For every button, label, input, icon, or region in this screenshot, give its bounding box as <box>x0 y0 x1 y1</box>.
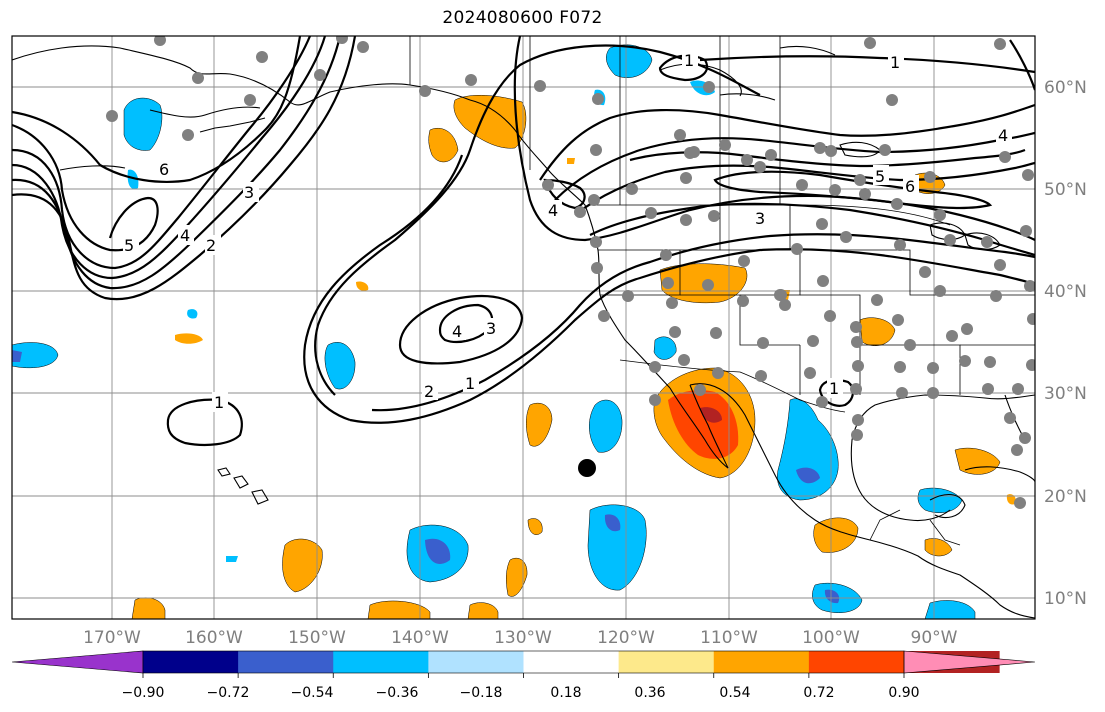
contour-label: 4 <box>998 126 1008 145</box>
colorbar-label: −0.54 <box>291 685 334 701</box>
contour-label: 3 <box>755 209 765 228</box>
lat-tick: 60°N <box>1044 78 1087 98</box>
lon-tick: 90°W <box>911 628 958 648</box>
colorbar-segment <box>333 651 429 673</box>
contour-label-group: 1 2 3 4 5 6 1 2 3 4 1 3 4 5 <box>123 50 1012 412</box>
contour-label: 1 <box>829 379 839 398</box>
contour-label: 6 <box>905 177 915 196</box>
contour-label: 1 <box>214 393 224 412</box>
latitude-ticks: 60°N 50°N 40°N 30°N 20°N 10°N <box>1044 78 1087 609</box>
colorbar <box>11 650 1036 678</box>
colorbar-segment <box>713 651 810 673</box>
lon-tick: 120°W <box>597 628 655 648</box>
contour-label: 1 <box>890 53 900 72</box>
contour-label: 5 <box>124 236 134 255</box>
lon-tick: 140°W <box>391 628 449 648</box>
colorbar-labels: −0.90 −0.72 −0.54 −0.36 −0.18 0.18 0.36 … <box>122 685 920 701</box>
lon-tick: 110°W <box>700 628 758 648</box>
colorbar-segment <box>523 651 620 673</box>
lon-tick: 150°W <box>288 628 346 648</box>
contour-label: 6 <box>159 160 169 179</box>
lon-tick: 170°W <box>83 628 141 648</box>
map-frame <box>11 35 1036 620</box>
colorbar-segment <box>618 651 715 673</box>
contour-label: 4 <box>180 226 190 245</box>
colorbar-segment <box>808 651 905 673</box>
map-title: 2024080600 F072 <box>442 8 603 28</box>
colorbar-label: 0.90 <box>888 685 919 701</box>
lat-tick: 20°N <box>1044 487 1087 507</box>
contour-label: 3 <box>486 319 496 338</box>
contour-label: 5 <box>875 167 885 186</box>
colorbar-label: 0.54 <box>719 685 750 701</box>
lat-tick: 40°N <box>1044 282 1087 302</box>
colorbar-label: 0.18 <box>550 685 581 701</box>
longitude-ticks: 170°W 160°W 150°W 140°W 130°W 120°W 110°… <box>83 628 958 648</box>
colorbar-label: 0.36 <box>634 685 665 701</box>
station-markers <box>106 36 1035 509</box>
lat-tick: 10°N <box>1044 589 1087 609</box>
contour-label: 4 <box>452 322 462 341</box>
contour-label: 2 <box>206 236 216 255</box>
contour-label: 1 <box>684 51 694 70</box>
graticule <box>12 36 1035 619</box>
colorbar-extend-low <box>11 650 144 674</box>
marker-dot <box>578 459 596 477</box>
contour-lines <box>12 36 1035 446</box>
colorbar-label: −0.72 <box>207 685 250 701</box>
lon-tick: 100°W <box>802 628 860 648</box>
lon-tick: 160°W <box>185 628 243 648</box>
contour-label: 3 <box>244 183 254 202</box>
lat-tick: 30°N <box>1044 384 1087 404</box>
colorbar-segment <box>143 651 239 673</box>
contour-label: 4 <box>548 201 558 220</box>
lon-tick: 130°W <box>494 628 552 648</box>
colorbar-label: 0.72 <box>803 685 834 701</box>
colorbar-label: −0.18 <box>460 685 503 701</box>
contour-label: 1 <box>465 374 475 393</box>
colorbar-label: −0.36 <box>376 685 419 701</box>
contour-label: 2 <box>424 382 434 401</box>
colorbar-segment <box>428 651 524 673</box>
colorbar-segment <box>238 651 334 673</box>
colorbar-label: −0.90 <box>122 685 165 701</box>
lat-tick: 50°N <box>1044 180 1087 200</box>
